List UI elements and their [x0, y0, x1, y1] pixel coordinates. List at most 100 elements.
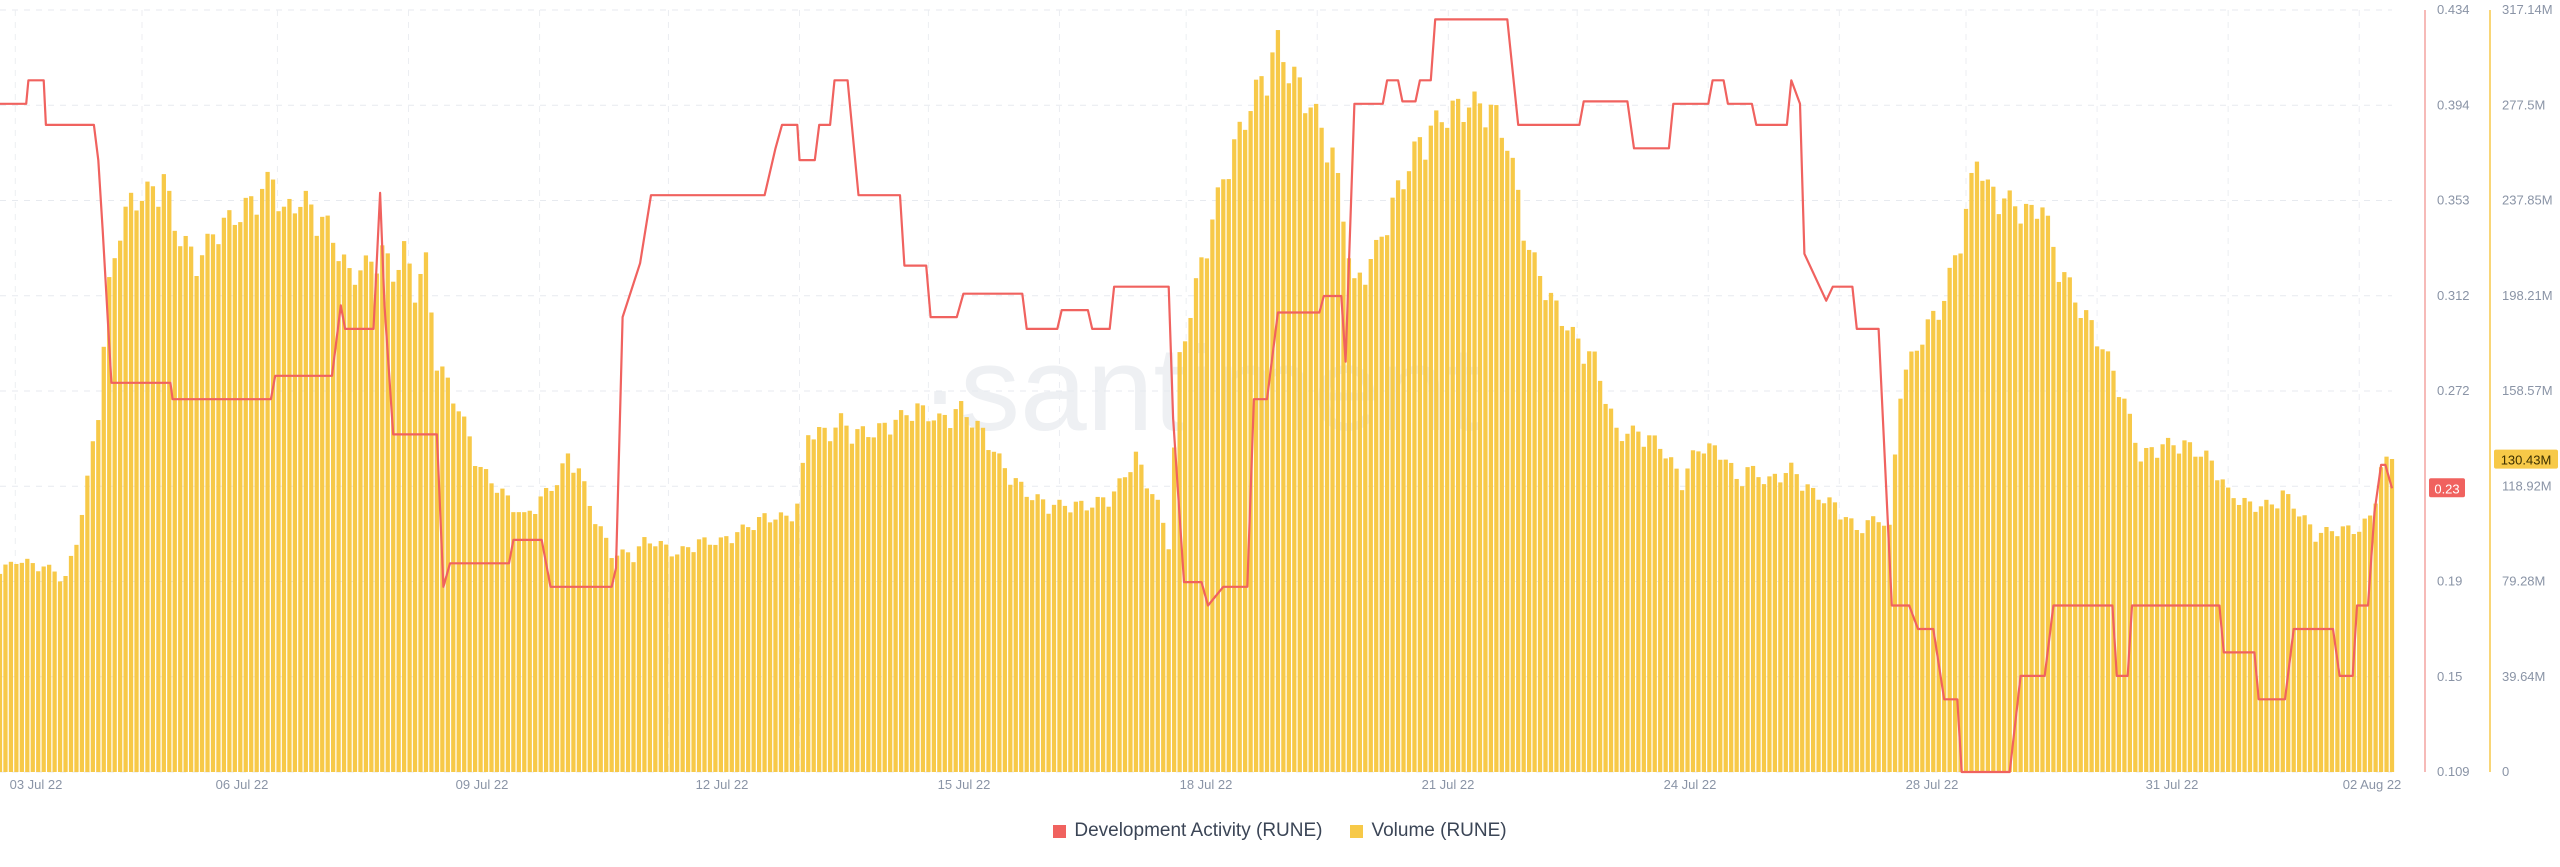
volume-bar [1303, 113, 1308, 772]
volume-bar [1368, 259, 1373, 772]
volume-bar [2144, 447, 2149, 772]
volume-bar [1030, 500, 1035, 772]
volume-bar [1827, 497, 1832, 772]
x-tick-label: 31 Jul 22 [2146, 777, 2199, 792]
volume-bar [664, 544, 669, 772]
volume-bar [795, 503, 800, 772]
volume-bar [1243, 129, 1248, 772]
volume-bar [767, 522, 773, 772]
volume-bar [2302, 515, 2307, 772]
volume-bar [194, 275, 199, 772]
volume-bar [1510, 157, 1515, 772]
volume-bar [1876, 522, 1881, 772]
volume-bar [1707, 443, 1712, 772]
volume-bar [1445, 127, 1450, 772]
volume-bar [1068, 512, 1073, 772]
volume-bar [1122, 477, 1128, 772]
volume-bar [1477, 103, 1483, 773]
dev-activity-tick-label: 0.312 [2437, 288, 2470, 303]
volume-bar [1177, 352, 1182, 772]
volume-bar [183, 235, 188, 772]
volume-bar [331, 242, 336, 772]
dev-activity-tick-label: 0.434 [2437, 2, 2470, 17]
volume-bar [1865, 520, 1870, 772]
volume-bar [1035, 494, 1040, 772]
dev-activity-tick-label: 0.272 [2437, 383, 2470, 398]
volume-bar [522, 512, 527, 772]
volume-bar [451, 403, 456, 772]
volume-bar [1608, 408, 1614, 772]
volume-bar [1860, 533, 1865, 772]
volume-bar [2297, 516, 2302, 772]
volume-bar [549, 490, 554, 772]
volume-bar [178, 246, 183, 773]
volume-bar [1215, 187, 1220, 772]
volume-bar [997, 453, 1002, 772]
volume-bar [2378, 467, 2384, 772]
volume-bar [1767, 476, 1772, 772]
volume-bar [1505, 150, 1510, 773]
dev-activity-current-label: 0.23 [2434, 481, 2459, 496]
volume-bar [653, 546, 658, 772]
volume-bar [2269, 504, 2274, 772]
volume-bar [320, 216, 325, 772]
volume-bar [1843, 517, 1849, 772]
volume-bar [729, 543, 734, 772]
volume-bar [2007, 190, 2012, 772]
volume-bar [1270, 52, 1275, 772]
volume-bar [270, 179, 276, 773]
volume-bar [1881, 525, 1887, 772]
volume-bar [1401, 189, 1406, 772]
legend-swatch-volume [1350, 824, 1364, 838]
volume-bar [2155, 457, 2160, 772]
x-tick-label: 02 Aug 22 [2343, 777, 2402, 792]
dev-activity-tick-label: 0.109 [2437, 764, 2470, 779]
volume-bar [68, 555, 74, 772]
volume-bar [696, 539, 702, 772]
volume-bar [969, 427, 975, 772]
volume-bar [505, 495, 511, 772]
volume-bar [1461, 121, 1466, 773]
legend-item-dev-activity[interactable]: Development Activity (RUNE) [1053, 820, 1322, 842]
volume-bar [953, 409, 958, 772]
volume-bar [817, 427, 822, 772]
volume-bar [2116, 397, 2122, 772]
volume-bar [593, 524, 598, 772]
volume-bar [1832, 502, 1838, 772]
volume-bar [1805, 484, 1810, 772]
volume-bar [309, 204, 314, 772]
volume-bar [216, 244, 221, 773]
volume-bar [1286, 83, 1291, 772]
volume-bar [2067, 277, 2072, 772]
volume-bar [401, 241, 407, 772]
volume-bar [423, 252, 429, 772]
volume-bar [2286, 494, 2291, 772]
volume-bar [2013, 206, 2018, 772]
volume-bar [718, 537, 724, 772]
volume-bar [1188, 317, 1193, 772]
volume-bar [2100, 349, 2105, 772]
volume-bar [1494, 105, 1499, 773]
legend-item-volume[interactable]: Volume (RUNE) [1350, 820, 1507, 842]
volume-bar [833, 427, 838, 772]
volume-bar [1543, 300, 1548, 772]
volume-bar [25, 558, 30, 772]
volume-bar [991, 451, 997, 772]
dev-activity-tick-label: 0.19 [2437, 574, 2462, 589]
volume-bar [385, 253, 390, 772]
volume-bar [844, 425, 849, 772]
volume-bar [658, 540, 663, 772]
volume-bar [702, 537, 707, 772]
volume-bar [483, 469, 489, 772]
volume-bar [265, 171, 270, 772]
volume-bar [2160, 444, 2165, 772]
volume-bar [1221, 179, 1226, 773]
x-tick-label: 28 Jul 22 [1906, 777, 1959, 792]
volume-bar [1161, 522, 1166, 772]
volume-bar [292, 213, 298, 773]
volume-bar [1532, 252, 1537, 773]
volume-bar [1051, 504, 1057, 772]
volume-bar [877, 423, 882, 772]
volume-bar [1958, 253, 1963, 772]
x-tick-label: 12 Jul 22 [696, 777, 749, 792]
